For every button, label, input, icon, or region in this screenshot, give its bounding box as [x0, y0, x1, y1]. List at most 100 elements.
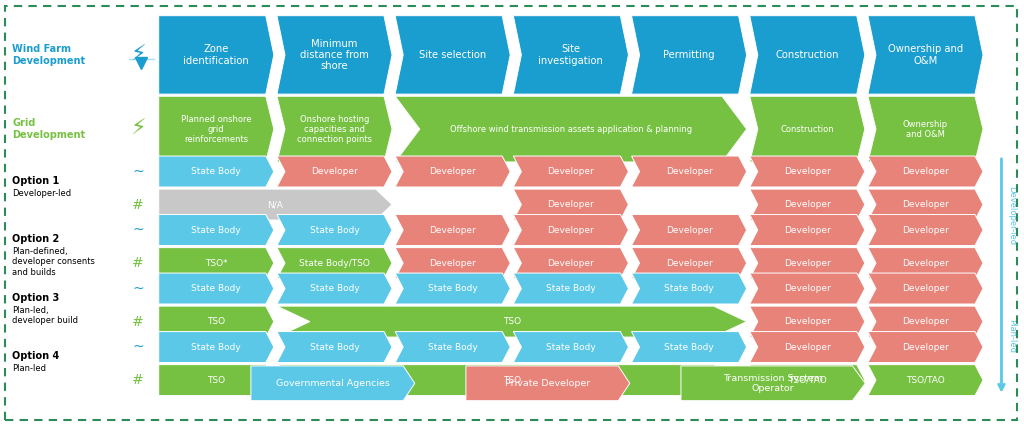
Text: #: # — [132, 373, 144, 387]
Polygon shape — [750, 306, 865, 337]
Text: State Body: State Body — [309, 343, 359, 351]
Text: ~: ~ — [132, 223, 144, 237]
Polygon shape — [276, 248, 392, 279]
Text: Developer: Developer — [902, 226, 949, 234]
Text: TSO/TAO: TSO/TAO — [787, 376, 826, 385]
Text: Construction: Construction — [780, 125, 835, 134]
Text: Ownership and
O&M: Ownership and O&M — [888, 44, 964, 65]
Text: ~: ~ — [132, 282, 144, 296]
Text: TSO/TAO: TSO/TAO — [906, 376, 945, 385]
Text: State Body: State Body — [546, 343, 596, 351]
Polygon shape — [868, 189, 983, 220]
Polygon shape — [251, 366, 415, 401]
Polygon shape — [395, 215, 510, 245]
Polygon shape — [750, 248, 865, 279]
Polygon shape — [750, 273, 865, 304]
Text: Plan-led: Plan-led — [1008, 319, 1017, 353]
Text: Governmental Agencies: Governmental Agencies — [275, 379, 390, 388]
Text: Developer: Developer — [666, 259, 713, 268]
Text: Developer: Developer — [902, 317, 949, 326]
Polygon shape — [159, 215, 273, 245]
Text: Construction: Construction — [775, 50, 839, 60]
Text: State Body: State Body — [546, 284, 596, 293]
Text: Plan-led: Plan-led — [12, 365, 46, 374]
Text: Developer: Developer — [784, 284, 830, 293]
Text: State Body: State Body — [191, 226, 242, 234]
Polygon shape — [159, 365, 273, 396]
Text: TSO: TSO — [207, 317, 225, 326]
Polygon shape — [632, 16, 746, 94]
Text: Zone
identification: Zone identification — [183, 44, 249, 65]
Polygon shape — [159, 96, 273, 162]
Text: Plan-led,
developer build: Plan-led, developer build — [12, 306, 78, 325]
Text: Plan-defined,
developer consents
and builds: Plan-defined, developer consents and bui… — [12, 248, 95, 276]
Text: State Body: State Body — [191, 343, 242, 351]
Polygon shape — [750, 215, 865, 245]
Text: Option 2: Option 2 — [12, 234, 59, 244]
Polygon shape — [868, 248, 983, 279]
Text: Developer: Developer — [902, 167, 949, 176]
Text: State Body: State Body — [191, 167, 242, 176]
Polygon shape — [750, 189, 865, 220]
Polygon shape — [395, 16, 510, 94]
Text: Site selection: Site selection — [419, 50, 486, 60]
Polygon shape — [276, 215, 392, 245]
Text: Developer: Developer — [548, 167, 594, 176]
Text: Developer: Developer — [548, 200, 594, 209]
Polygon shape — [750, 156, 865, 187]
Text: State Body: State Body — [191, 284, 242, 293]
Polygon shape — [868, 306, 983, 337]
Polygon shape — [466, 366, 630, 401]
Text: ⚡: ⚡ — [130, 119, 146, 139]
Polygon shape — [681, 366, 865, 401]
Text: State Body: State Body — [309, 284, 359, 293]
Polygon shape — [276, 16, 392, 94]
Polygon shape — [868, 156, 983, 187]
Text: Developer: Developer — [429, 167, 476, 176]
Polygon shape — [159, 332, 273, 363]
Text: Developer: Developer — [784, 343, 830, 351]
Text: #: # — [132, 315, 144, 329]
Text: Option 1: Option 1 — [12, 176, 59, 186]
Text: Permitting: Permitting — [664, 50, 715, 60]
Text: Developer: Developer — [311, 167, 357, 176]
Text: State Body: State Body — [665, 343, 714, 351]
Text: Minimum
distance from
shore: Minimum distance from shore — [300, 39, 369, 71]
Text: Developer: Developer — [902, 200, 949, 209]
Polygon shape — [750, 96, 865, 162]
Text: Option 4: Option 4 — [12, 351, 59, 361]
Text: Option 3: Option 3 — [12, 293, 59, 303]
Text: Transmission System
Operator: Transmission System Operator — [723, 374, 823, 393]
Polygon shape — [513, 215, 629, 245]
Polygon shape — [276, 156, 392, 187]
Text: Wind Farm
Development: Wind Farm Development — [12, 44, 85, 66]
Polygon shape — [868, 273, 983, 304]
Text: ⚡: ⚡ — [130, 45, 146, 65]
Polygon shape — [513, 189, 629, 220]
Polygon shape — [868, 332, 983, 363]
Polygon shape — [395, 156, 510, 187]
Polygon shape — [632, 156, 746, 187]
Polygon shape — [632, 248, 746, 279]
Text: Developer: Developer — [548, 226, 594, 234]
Text: Grid
Development: Grid Development — [12, 118, 85, 140]
Polygon shape — [750, 332, 865, 363]
Text: Developer-led: Developer-led — [1008, 187, 1017, 245]
Polygon shape — [750, 365, 865, 396]
Text: TSO*: TSO* — [205, 259, 227, 268]
Polygon shape — [276, 365, 746, 396]
Text: #: # — [132, 256, 144, 270]
Polygon shape — [632, 215, 746, 245]
Text: Developer: Developer — [666, 226, 713, 234]
Text: Ownership
and O&M: Ownership and O&M — [903, 120, 948, 139]
Text: Developer: Developer — [784, 259, 830, 268]
Polygon shape — [276, 273, 392, 304]
Text: ~: ~ — [132, 165, 144, 179]
Text: Developer: Developer — [666, 167, 713, 176]
Text: Onshore hosting
capacities and
connection points: Onshore hosting capacities and connectio… — [297, 114, 372, 144]
Polygon shape — [632, 332, 746, 363]
Text: Offshore wind transmission assets application & planning: Offshore wind transmission assets applic… — [450, 125, 692, 134]
Polygon shape — [513, 273, 629, 304]
Text: State Body: State Body — [428, 343, 477, 351]
Text: Private Developer: Private Developer — [505, 379, 591, 388]
